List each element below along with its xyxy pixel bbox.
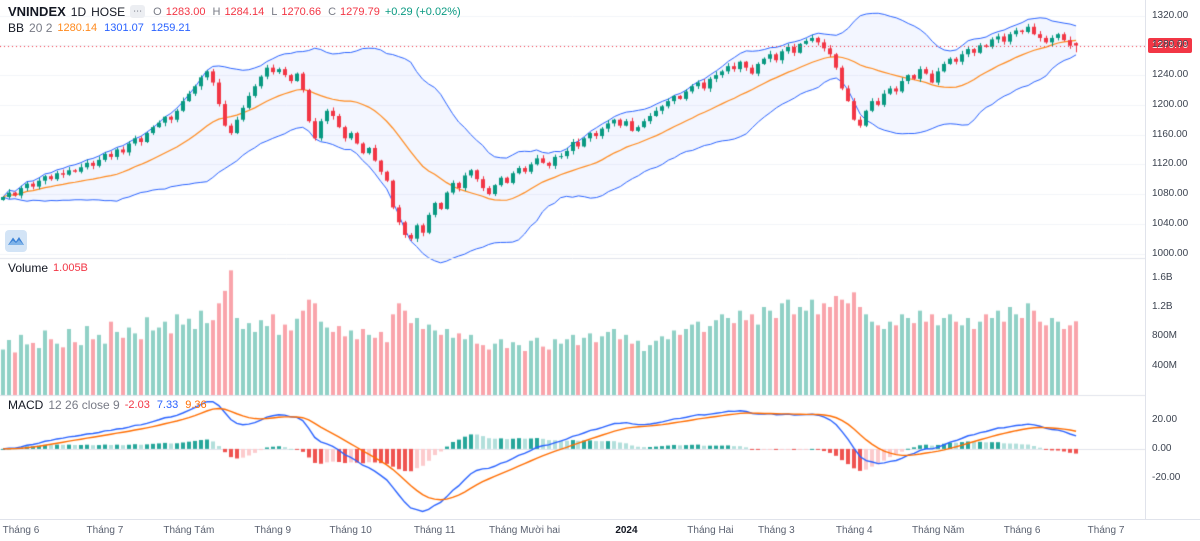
- chart-plot-canvas[interactable]: [0, 0, 1145, 519]
- tradingview-logo[interactable]: [5, 230, 27, 252]
- bb-value: 1280.14: [57, 22, 98, 34]
- volume-axis-tick: 800M: [1152, 330, 1178, 342]
- ohlc-value: 1283.00: [165, 5, 206, 18]
- macd-axis-tick: 0.00: [1152, 442, 1172, 454]
- time-axis-label: Tháng Mười hai: [489, 525, 561, 536]
- volume-axis-tick: 400M: [1152, 359, 1178, 371]
- symbol-name[interactable]: VNINDEX: [8, 4, 66, 19]
- macd-value: -2.03: [124, 399, 150, 411]
- macd-indicator-name: MACD: [8, 398, 44, 412]
- ohlc-key: L: [271, 5, 278, 18]
- ohlc-values: O 1283.00 H 1284.14 L 1270.66 C 1279.79: [150, 6, 380, 18]
- time-axis-label: Tháng Năm: [912, 525, 965, 536]
- ohlc-value: 1279.79: [340, 5, 380, 18]
- ohlc-key: C: [328, 5, 337, 18]
- bb-value: 1259.21: [150, 22, 191, 34]
- bb-indicator-params: 20 2: [29, 21, 53, 35]
- bb-indicator-legend[interactable]: BB 20 2 1280.14 1301.07 1259.21: [8, 21, 191, 35]
- time-axis-label: Tháng 10: [329, 525, 372, 536]
- price-axis-tick: 1240.00: [1152, 69, 1189, 81]
- macd-axis-tick: -20.00: [1152, 471, 1181, 483]
- time-axis-label: Tháng 11: [413, 525, 456, 536]
- volume-indicator-name: Volume: [8, 261, 49, 275]
- ohlc-key: O: [153, 5, 162, 18]
- mountains-logo-icon: [5, 230, 27, 252]
- time-axis-label: Tháng 7: [1087, 525, 1125, 536]
- price-change: +0.29 (+0.02%): [384, 5, 461, 18]
- time-axis-label: Tháng 4: [835, 525, 873, 536]
- time-axis-label: Tháng Tám: [163, 525, 215, 536]
- last-price-badge: 1279.79: [1148, 37, 1193, 53]
- price-axis-tick: 1320.00: [1152, 9, 1189, 21]
- bb-indicator-name: BB: [8, 21, 25, 35]
- time-axis-label: Tháng 6: [2, 525, 40, 536]
- volume-indicator-legend[interactable]: Volume 1.005B: [8, 261, 88, 275]
- price-axis-tick: 1160.00: [1152, 128, 1188, 140]
- time-scale-axis[interactable]: Tháng 6 Tháng 7 Tháng Tám Tháng 9 Tháng 10 Th…: [0, 519, 1200, 541]
- price-axis-tick: 1200.00: [1152, 98, 1189, 110]
- price-axis-tick: 1280.00: [1152, 39, 1189, 51]
- macd-values: -2.03 7.33 9.36: [125, 399, 207, 411]
- price-axis-tick: 1080.00: [1152, 188, 1189, 200]
- price-scale-axis[interactable]: 1279.79 1320.00 1280.00 1240.00 1200.00 1160…: [1145, 0, 1200, 519]
- macd-indicator-params: 12 26 close 9: [48, 398, 120, 412]
- interval-label[interactable]: 1D: [70, 4, 87, 19]
- bb-values: 1280.14 1301.07 1259.21: [57, 22, 190, 34]
- ohlc-key: H: [212, 5, 221, 18]
- time-axis-label: Tháng Hai: [687, 525, 734, 536]
- symbol-actions-icon[interactable]: ⋯: [130, 5, 146, 18]
- ohlc-value: 1284.14: [224, 5, 265, 18]
- macd-value: 9.36: [185, 399, 207, 411]
- price-axis-tick: 1000.00: [1152, 247, 1189, 259]
- volume-value: 1.005B: [53, 262, 88, 274]
- price-axis-tick: 1040.00: [1152, 217, 1189, 229]
- time-axis-label: Tháng 6: [1003, 525, 1041, 536]
- time-axis-label: Tháng 9: [254, 525, 292, 536]
- ohlc-value: 1270.66: [281, 5, 322, 18]
- price-axis-tick: 1120.00: [1152, 158, 1188, 170]
- macd-indicator-legend[interactable]: MACD 12 26 close 9 -2.03 7.33 9.36: [8, 398, 207, 412]
- time-axis-label: 2024: [615, 525, 638, 536]
- time-axis-label: Tháng 7: [86, 525, 124, 536]
- symbol-legend: VNINDEX 1D HOSE ⋯ O 1283.00 H 1284.14 L 1270.…: [8, 4, 461, 19]
- macd-value: 7.33: [156, 399, 179, 411]
- exchange-label: HOSE: [91, 4, 126, 19]
- macd-axis-tick: 20.00: [1152, 413, 1178, 425]
- time-axis-label: Tháng 3: [757, 525, 795, 536]
- volume-axis-tick: 1.2B: [1152, 301, 1173, 312]
- bb-value: 1301.07: [104, 22, 144, 34]
- volume-axis-tick: 1.6B: [1152, 271, 1173, 283]
